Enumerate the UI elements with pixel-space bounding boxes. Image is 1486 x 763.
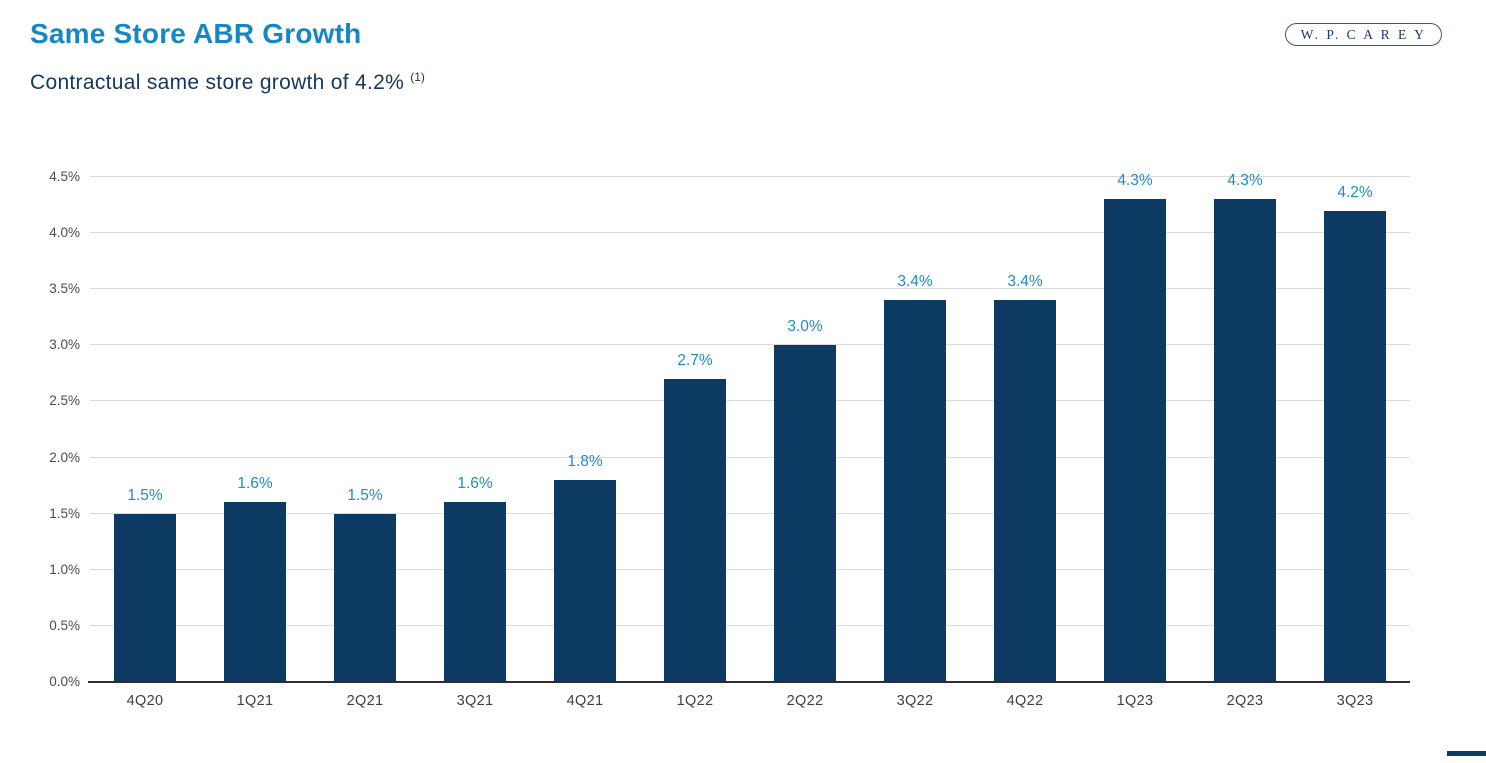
gridline (90, 512, 1410, 514)
bar-slot-3Q22: 3.4% (860, 177, 970, 682)
bar-3Q21 (444, 502, 506, 682)
y-tick-label: 3.0% (49, 337, 80, 353)
wp-carey-logo-text: W. P. C A R E Y (1300, 26, 1427, 42)
gridline (90, 176, 1410, 177)
bar-slot-1Q21: 1.6% (200, 177, 310, 682)
bars-container: 1.5% 1.6% 1.5% 1.6% 1.8% 2.7% 3.0% 3.4% 3.4% 4.3%… (90, 172, 1410, 682)
x-tick-label: 4Q21 (566, 693, 604, 709)
bar-1Q21 (224, 502, 286, 682)
x-tick-label: 1Q23 (1116, 693, 1154, 709)
bar-value-label: 4.3% (1227, 172, 1263, 190)
bar-value-label: 3.4% (897, 273, 933, 291)
bar-slot-3Q23: 4.2% (1300, 177, 1410, 682)
bar-value-label: 1.5% (347, 486, 383, 504)
x-tick-label: 4Q20 (126, 693, 164, 709)
bar-value-label: 4.3% (1117, 172, 1153, 190)
bar-slot-1Q23: 4.3% (1080, 172, 1190, 682)
wp-carey-logo: W. P. C A R E Y (1285, 23, 1442, 46)
bar-value-label: 1.6% (237, 475, 273, 493)
gridline (90, 568, 1410, 570)
subtitle-text: Contractual same store growth of 4.2% (30, 71, 405, 94)
page-subtitle: Contractual same store growth of 4.2% (1… (30, 70, 425, 95)
bar-slot-4Q20: 1.5% (90, 177, 200, 682)
bar-value-label: 1.5% (127, 486, 163, 504)
plot-area: 1.5% 1.6% 1.5% 1.6% 1.8% 2.7% 3.0% 3.4% 3.4% 4.3%… (88, 172, 1410, 683)
x-tick-label: 4Q22 (1006, 693, 1044, 709)
x-tick-label: 2Q22 (786, 693, 824, 709)
gridline (90, 288, 1410, 290)
y-tick-label: 1.0% (49, 561, 80, 577)
bar-value-label: 1.8% (567, 453, 603, 470)
y-tick-label: 0.0% (49, 674, 80, 689)
x-tick-label: 3Q23 (1336, 693, 1374, 709)
bar-3Q23 (1324, 210, 1386, 682)
bar-value-label: 1.6% (457, 475, 493, 493)
x-tick-label: 2Q21 (346, 693, 384, 709)
bar-4Q22 (994, 300, 1056, 682)
gridline (90, 456, 1410, 458)
bar-2Q23 (1214, 199, 1276, 682)
bar-slot-1Q22: 2.7% (640, 177, 750, 682)
y-tick-label: 1.5% (49, 505, 80, 521)
bar-1Q22 (664, 379, 726, 682)
y-tick-label: 2.5% (49, 393, 80, 409)
y-tick-label: 2.0% (49, 449, 80, 465)
bar-3Q22 (884, 300, 946, 682)
y-tick-label: 0.5% (49, 617, 80, 633)
bar-slot-2Q22: 3.0% (750, 177, 860, 682)
bar-1Q23 (1104, 199, 1166, 682)
x-axis-line (88, 681, 1410, 683)
corner-accent-bar (1447, 751, 1486, 756)
bar-slot-4Q21: 1.8% (530, 177, 640, 682)
x-tick-label: 3Q22 (896, 693, 934, 709)
bar-value-label: 2.7% (677, 352, 713, 369)
bar-slot-2Q23: 4.3% (1190, 172, 1300, 682)
bar-4Q21 (554, 480, 616, 682)
bar-2Q22 (774, 345, 836, 682)
gridline (90, 624, 1410, 626)
bar-value-label: 3.4% (1007, 273, 1043, 291)
y-tick-label: 3.5% (49, 281, 80, 297)
y-axis-labels: 0.0% 0.5% 1.0% 1.5% 2.0% 2.5% 3.0% 3.5% 4.0% 4.5% (0, 169, 80, 689)
x-tick-label: 2Q23 (1226, 693, 1264, 709)
page-title: Same Store ABR Growth (30, 18, 362, 49)
bar-2Q21 (334, 513, 396, 682)
bar-slot-3Q21: 1.6% (420, 177, 530, 682)
bar-slot-2Q21: 1.5% (310, 177, 420, 682)
x-tick-label: 1Q22 (676, 693, 714, 709)
bar-slot-4Q22: 3.4% (970, 177, 1080, 682)
gridline (90, 400, 1410, 402)
bar-value-label: 4.2% (1337, 183, 1373, 201)
y-tick-label: 4.5% (49, 169, 80, 184)
x-axis-labels: 4Q20 1Q21 2Q21 3Q21 4Q21 1Q22 2Q22 3Q22 4Q22 1Q23… (90, 693, 1410, 709)
bar-4Q20 (114, 513, 176, 682)
footnote-marker: (1) (410, 70, 425, 84)
gridline (90, 232, 1410, 234)
gridline (90, 344, 1410, 346)
bar-value-label: 3.0% (787, 318, 823, 336)
x-tick-label: 1Q21 (236, 693, 274, 709)
y-tick-label: 4.0% (49, 225, 80, 241)
x-tick-label: 3Q21 (456, 693, 494, 709)
